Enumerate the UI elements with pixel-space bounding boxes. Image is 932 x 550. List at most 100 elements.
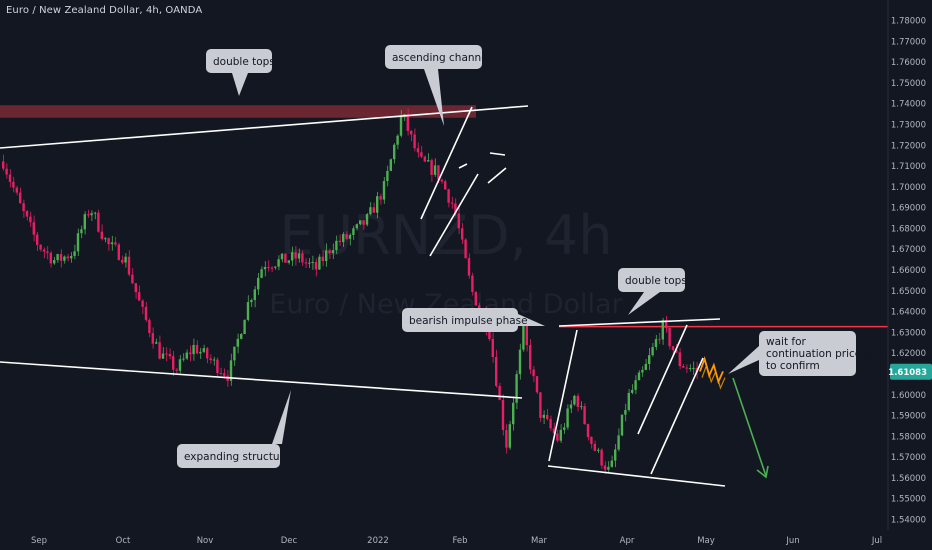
candle <box>53 260 56 264</box>
price-tick-label: 1.62000 <box>891 349 926 359</box>
candle <box>127 256 131 275</box>
price-tick-label: 1.73000 <box>891 120 926 130</box>
candle <box>416 148 420 153</box>
candle <box>590 436 593 444</box>
time-tick-label: Feb <box>452 536 467 546</box>
candle <box>620 414 624 436</box>
candle <box>454 203 457 214</box>
price-tick-label: 1.58000 <box>891 432 926 442</box>
price-axis[interactable]: 1.78000 1.77000 1.76000 1.75000 1.74000 1.730… <box>888 17 932 526</box>
candle <box>345 234 348 239</box>
candle <box>556 433 559 441</box>
callout: double tops <box>206 49 275 96</box>
candle <box>158 342 161 359</box>
time-tick-label: Dec <box>281 536 298 546</box>
price-tick-label: 1.63000 <box>891 328 926 338</box>
time-tick-label: Sep <box>31 536 47 546</box>
candle <box>668 328 671 347</box>
zones-layer <box>0 105 888 328</box>
candle <box>648 355 651 364</box>
callout-tail <box>728 346 759 374</box>
time-tick-label: Apr <box>620 536 635 546</box>
candle <box>250 299 253 303</box>
candle <box>522 325 525 350</box>
callout-text-line: continuation price action <box>766 348 897 360</box>
candle <box>576 395 579 407</box>
candle <box>93 212 97 214</box>
candle <box>274 266 277 268</box>
callout-box <box>618 268 685 292</box>
candle <box>223 373 226 376</box>
candle <box>488 329 491 339</box>
candle <box>559 429 562 441</box>
candle <box>661 320 664 340</box>
candle <box>165 353 168 355</box>
candle <box>216 359 219 374</box>
time-axis[interactable]: Sep Oct Nov Dec 2022 Feb Mar Apr May Jun Jul <box>31 536 882 546</box>
candle <box>263 266 267 270</box>
candle <box>219 373 222 375</box>
candle <box>144 306 148 320</box>
candle <box>161 353 165 359</box>
candle <box>372 207 375 213</box>
price-tick-label: 1.78000 <box>891 17 926 27</box>
time-tick-label: May <box>697 536 715 546</box>
candle <box>420 152 423 157</box>
candle <box>552 428 556 434</box>
candle <box>440 179 443 182</box>
callout-text-line: double tops <box>213 56 275 68</box>
candle <box>291 252 294 261</box>
candle <box>457 213 460 229</box>
projection-path <box>701 363 726 390</box>
candle <box>131 274 134 284</box>
candle <box>257 277 260 290</box>
callout-text: wait for continuation price action to conf… <box>766 336 897 372</box>
candle <box>399 115 403 136</box>
callout-tail <box>232 73 248 96</box>
candle <box>328 250 331 254</box>
candle <box>549 419 552 429</box>
candle <box>212 359 216 361</box>
candle <box>542 414 545 418</box>
candle <box>185 352 188 359</box>
candle <box>362 220 365 225</box>
price-tick-label: 1.67000 <box>891 245 926 255</box>
candle <box>515 374 518 403</box>
candle <box>355 224 358 229</box>
candle <box>641 369 644 373</box>
callout: double tops <box>618 268 687 315</box>
candle <box>73 251 76 256</box>
callout-box <box>759 331 856 376</box>
candle <box>114 242 117 245</box>
candle <box>430 160 433 175</box>
candle <box>593 443 596 451</box>
candle <box>233 346 236 361</box>
candle <box>382 181 386 200</box>
candle <box>155 342 158 344</box>
candle <box>529 345 532 370</box>
candle <box>39 244 42 250</box>
candle <box>138 292 141 301</box>
candle <box>379 196 382 200</box>
candle <box>56 254 59 261</box>
arrow-shaft <box>732 377 767 477</box>
candle <box>42 249 46 252</box>
candle <box>658 339 661 341</box>
candle <box>427 160 430 162</box>
candle <box>90 213 93 216</box>
candle <box>148 319 151 334</box>
candle <box>348 234 352 239</box>
candle <box>461 228 464 240</box>
candle <box>342 234 345 242</box>
candle <box>637 372 641 381</box>
candle <box>624 410 627 415</box>
chart-header-title: Euro / New Zealand Dollar, 4h, OANDA <box>6 5 203 16</box>
callouts-layer: double tops ascending channel double tops b… <box>177 45 897 468</box>
callout: wait for continuation price action to conf… <box>728 331 897 376</box>
callout-text-line: bearish impulse phase <box>409 315 528 327</box>
candle <box>471 275 474 292</box>
candle <box>2 161 5 169</box>
candle <box>178 359 182 371</box>
